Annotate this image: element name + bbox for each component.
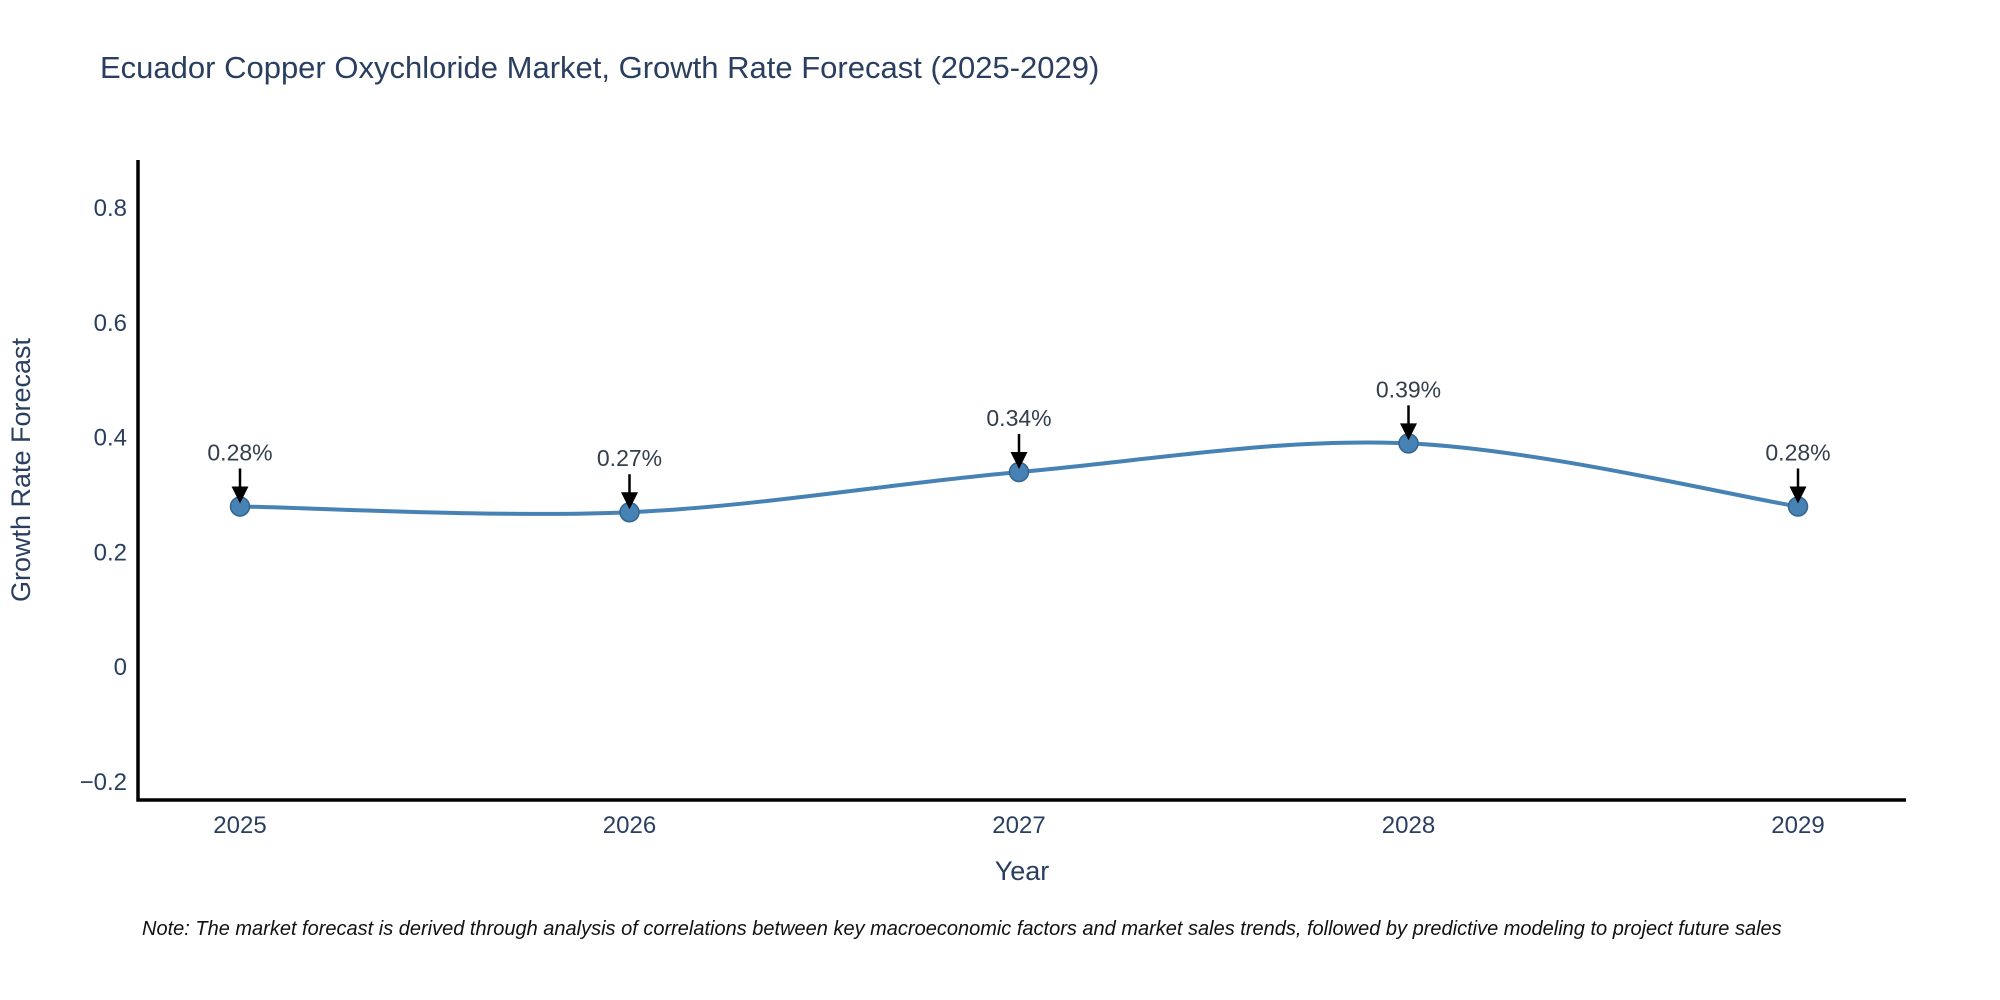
- tick-labels: 0.8 0.6 0.4 0.2 0 −0.2 2025 2026 2027 2028 2029: [80, 195, 1825, 839]
- y-tick-label: 0.4: [94, 425, 127, 452]
- x-tick-label: 2026: [603, 812, 656, 839]
- chart-title: Ecuador Copper Oxychloride Market, Growt…: [100, 50, 1099, 85]
- point-annotation: 0.28%: [207, 439, 272, 465]
- annotation-arrowhead: [621, 492, 638, 510]
- x-tick-label: 2025: [213, 812, 266, 839]
- x-tick-label: 2028: [1382, 812, 1435, 839]
- x-tick-label: 2029: [1771, 812, 1824, 839]
- y-tick-label: 0.2: [94, 539, 127, 566]
- annotation-arrowhead: [1010, 452, 1028, 470]
- axis-lines: [136, 160, 1906, 802]
- y-tick-label: 0.8: [94, 195, 127, 222]
- x-tick-label: 2027: [992, 812, 1045, 839]
- y-axis-title: Growth Rate Forecast: [6, 337, 36, 602]
- annotation-arrowhead: [231, 486, 249, 504]
- y-tick-label: 0.6: [94, 310, 127, 337]
- x-axis-title: Year: [995, 856, 1050, 886]
- point-annotation: 0.27%: [597, 445, 662, 471]
- point-annotation: 0.39%: [1376, 376, 1441, 402]
- axes: [136, 160, 1906, 802]
- annotation-arrowhead: [1789, 486, 1807, 504]
- point-annotation: 0.28%: [1765, 439, 1830, 465]
- annotation-arrowhead: [1400, 423, 1417, 441]
- point-annotation: 0.34%: [986, 405, 1051, 431]
- y-tick-label: −0.2: [80, 769, 127, 796]
- footnote: Note: The market forecast is derived thr…: [142, 918, 1782, 940]
- annotations: 0.28% 0.27% 0.34% 0.39% 0.28%: [207, 376, 1831, 510]
- y-tick-label: 0: [114, 654, 127, 681]
